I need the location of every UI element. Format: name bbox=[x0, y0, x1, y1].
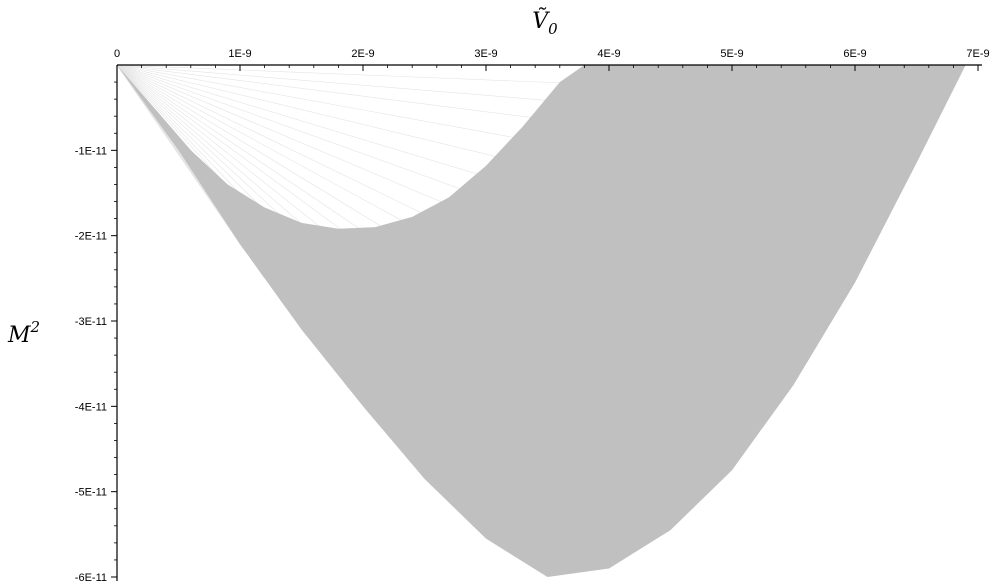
shaded-region bbox=[117, 65, 966, 577]
x-tick-label: 7E-9 bbox=[966, 48, 989, 60]
x-tick-label: 5E-9 bbox=[720, 48, 743, 60]
axes bbox=[116, 64, 982, 581]
x-tick-label: 2E-9 bbox=[351, 48, 374, 60]
x-tick-label: 3E-9 bbox=[474, 48, 497, 60]
y-tick-label: -2E-11 bbox=[75, 231, 107, 243]
x-tick-label: 0 bbox=[114, 48, 120, 60]
x-axis-title: Ṽ0 bbox=[532, 6, 558, 38]
y-tick-label: -6E-11 bbox=[75, 572, 107, 583]
x-tick-label: 1E-9 bbox=[228, 48, 251, 60]
y-tick-label: -3E-11 bbox=[75, 316, 107, 328]
x-tick-label: 6E-9 bbox=[843, 48, 866, 60]
x-tick-label: 4E-9 bbox=[597, 48, 620, 60]
y-tick-label: -5E-11 bbox=[75, 487, 107, 499]
y-tick-label: -4E-11 bbox=[75, 401, 107, 413]
y-axis-title: M2 bbox=[7, 318, 40, 348]
y-tick-label: -1E-11 bbox=[75, 145, 107, 157]
ticks bbox=[111, 65, 979, 578]
tick-labels: 0 1E-9 2E-9 3E-9 4E-9 5E-9 6E-9 7E-9 -1E-11 -2E-1… bbox=[75, 48, 990, 583]
